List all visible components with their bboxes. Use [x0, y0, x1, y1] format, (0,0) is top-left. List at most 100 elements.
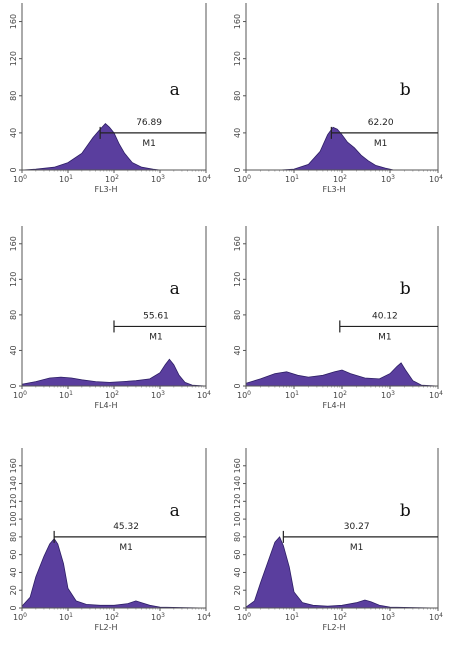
y-tick-label: 120	[9, 272, 18, 287]
y-tick-label: 20	[233, 585, 242, 595]
x-tick-label: 101	[59, 612, 73, 622]
gate-name: M1	[350, 543, 364, 553]
gate-name: M1	[378, 332, 392, 342]
x-tick-label: 103	[381, 390, 395, 400]
y-tick-label: 160	[233, 236, 242, 251]
x-tick-label: 101	[285, 612, 299, 622]
x-tick-label: 103	[381, 612, 395, 622]
panel-letter: a	[170, 80, 180, 100]
y-tick-label: 80	[233, 91, 242, 101]
x-tick-label: 100	[13, 390, 27, 400]
x-tick-label: 101	[59, 390, 73, 400]
y-tick-label: 0	[9, 167, 18, 172]
histogram-panel: 0 40 80 120 160 100 101 102 103 104 FL4-H b 40.12 M1	[233, 226, 443, 410]
histogram-area	[21, 123, 206, 171]
y-tick-label: 80	[233, 532, 242, 542]
x-tick-label: 104	[197, 390, 211, 400]
histogram-area	[21, 358, 207, 387]
x-tick-label: 103	[151, 390, 165, 400]
x-tick-label: 102	[333, 174, 347, 184]
y-tick-label: 40	[233, 345, 242, 355]
gate-percent: 62.20	[368, 118, 394, 128]
y-tick-label: 80	[233, 310, 242, 320]
y-tick-label: 160	[9, 236, 18, 251]
x-tick-label: 102	[333, 390, 347, 400]
histogram-panel: 0 40 80 120 160 100 101 102 103 104 FL4-H a 55.61 M1	[9, 226, 211, 410]
y-tick-label: 120	[233, 51, 242, 66]
x-tick-label: 100	[237, 390, 251, 400]
x-axis-label: FL2-H	[94, 623, 117, 632]
y-tick-label: 100	[9, 511, 18, 526]
gate-percent: 45.32	[113, 522, 139, 532]
x-tick-label: 104	[429, 174, 443, 184]
y-tick-label: 0	[233, 605, 242, 610]
x-tick-label: 104	[197, 612, 211, 622]
y-tick-label: 80	[9, 310, 18, 320]
x-tick-label: 101	[285, 390, 299, 400]
x-tick-label: 102	[105, 612, 119, 622]
y-tick-label: 100	[233, 511, 242, 526]
y-tick-label: 60	[9, 550, 18, 560]
histogram-panel: 0 40 80 120 160 100 101 102 103 104 FL3-H a 76.89 M1	[9, 3, 211, 194]
x-tick-label: 100	[237, 612, 251, 622]
gate-name: M1	[149, 332, 163, 342]
y-tick-label: 0	[233, 167, 242, 172]
y-tick-label: 0	[233, 383, 242, 388]
x-tick-label: 103	[151, 612, 165, 622]
x-tick-label: 103	[381, 174, 395, 184]
y-tick-label: 160	[233, 458, 242, 473]
y-tick-label: 120	[9, 51, 18, 66]
y-tick-label: 120	[9, 494, 18, 509]
y-tick-label: 40	[233, 567, 242, 577]
y-tick-label: 160	[9, 14, 18, 29]
y-tick-label: 80	[9, 532, 18, 542]
gate-percent: 40.12	[372, 311, 398, 321]
panel-letter: b	[400, 279, 411, 299]
gate-name: M1	[374, 139, 388, 149]
gate-percent: 55.61	[143, 311, 169, 321]
panel-letter: b	[400, 80, 411, 100]
gate-percent: 30.27	[344, 522, 370, 532]
y-tick-label: 120	[233, 494, 242, 509]
x-axis-label: FL4-H	[322, 401, 345, 410]
y-tick-label: 40	[9, 128, 18, 138]
y-tick-label: 40	[9, 567, 18, 577]
gate-name: M1	[142, 139, 156, 149]
x-tick-label: 104	[429, 390, 443, 400]
y-tick-label: 80	[9, 91, 18, 101]
x-axis-label: FL3-H	[322, 185, 345, 194]
x-tick-label: 101	[59, 174, 73, 184]
x-tick-label: 100	[13, 174, 27, 184]
histogram-area	[245, 536, 439, 609]
x-axis-label: FL4-H	[94, 401, 117, 410]
y-tick-label: 140	[9, 476, 18, 491]
y-tick-label: 0	[9, 383, 18, 388]
x-tick-label: 104	[197, 174, 211, 184]
panel-letter: a	[170, 501, 180, 521]
histogram-panel: 0 20 40 60 80 100 120 140 160 100 101 102 103 104 FL2-…	[233, 448, 443, 632]
y-tick-label: 40	[233, 128, 242, 138]
x-tick-label: 101	[285, 174, 299, 184]
histogram-panel: 0 20 40 60 80 100 120 140 160 100 101 102 103 104 FL2-…	[9, 448, 211, 632]
panel-letter: b	[400, 501, 411, 521]
y-tick-label: 0	[9, 605, 18, 610]
histogram-area	[21, 538, 207, 609]
x-tick-label: 104	[429, 612, 443, 622]
histogram-area	[246, 126, 438, 171]
x-axis-label: FL3-H	[94, 185, 117, 194]
x-tick-label: 100	[237, 174, 251, 184]
y-tick-label: 60	[233, 550, 242, 560]
x-tick-label: 100	[13, 612, 27, 622]
y-tick-label: 160	[9, 458, 18, 473]
histogram-panel: 0 40 80 120 160 100 101 102 103 104 FL3-H b 62.20 M1	[233, 3, 443, 194]
y-tick-label: 160	[233, 14, 242, 29]
panel-letter: a	[170, 279, 180, 299]
y-tick-label: 40	[9, 345, 18, 355]
x-tick-label: 103	[151, 174, 165, 184]
x-tick-label: 102	[105, 174, 119, 184]
gate-name: M1	[119, 543, 133, 553]
y-tick-label: 140	[233, 476, 242, 491]
x-axis-label: FL2-H	[322, 623, 345, 632]
x-tick-label: 102	[333, 612, 347, 622]
